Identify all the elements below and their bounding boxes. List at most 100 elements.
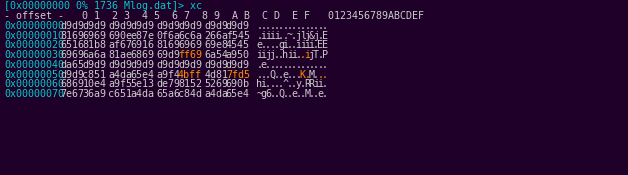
Text: .: . [269,79,275,89]
Text: 6969: 6969 [82,31,106,41]
Text: 0x00000010: 0x00000010 [4,31,64,41]
Text: .: . [322,21,328,31]
Text: .: . [322,89,328,99]
Text: .: . [274,70,279,80]
Text: .: . [313,21,319,31]
Text: .: . [287,70,293,80]
Text: 65e4: 65e4 [226,89,250,99]
Text: .: . [287,60,293,70]
Text: a4da: a4da [109,70,133,80]
Text: .: . [274,21,279,31]
Text: .: . [269,40,275,50]
Text: i: i [283,40,288,50]
Text: .: . [274,79,279,89]
Text: .: . [278,60,284,70]
Text: 0x00000050: 0x00000050 [4,70,64,80]
Text: d9d9: d9d9 [226,60,250,70]
Text: i: i [308,40,315,50]
Text: .: . [322,60,328,70]
Text: .: . [295,70,301,80]
Text: 0x00000030: 0x00000030 [4,50,64,60]
Text: 81b8: 81b8 [82,40,106,50]
Text: y: y [295,79,301,89]
Text: d9d9: d9d9 [204,60,228,70]
Text: ~: ~ [256,89,263,99]
Text: E: E [322,40,328,50]
Text: d9d9: d9d9 [82,60,106,70]
Text: .: . [308,89,315,99]
Text: j: j [304,31,310,41]
Text: i: i [287,50,293,60]
Text: e: e [283,70,288,80]
Text: .: . [291,79,297,89]
Text: Q: Q [269,70,275,80]
Text: 0x00000040: 0x00000040 [4,60,64,70]
Text: da65: da65 [60,60,85,70]
Text: .: . [317,70,323,80]
Text: 65a6: 65a6 [156,89,180,99]
Text: a4da: a4da [130,89,154,99]
Text: i: i [304,50,310,60]
Text: 0x00000000: 0x00000000 [4,21,64,31]
Text: 0x00000020: 0x00000020 [4,40,64,50]
Text: d9d9: d9d9 [178,60,202,70]
Text: P: P [322,50,328,60]
Text: K: K [300,70,306,80]
Text: ff69: ff69 [178,50,202,60]
Text: .: . [300,79,306,89]
Text: 6: 6 [265,89,271,99]
Text: .: . [256,21,263,31]
Text: e: e [291,89,297,99]
Text: d9d9: d9d9 [156,60,180,70]
Text: .: . [278,31,284,41]
Text: j: j [313,31,319,41]
Text: .: . [269,89,275,99]
Text: af67: af67 [109,40,133,50]
Text: d9d9: d9d9 [178,21,202,31]
Text: .: . [256,60,263,70]
Text: i: i [269,31,275,41]
Text: E: E [317,40,323,50]
Text: 6969: 6969 [178,40,202,50]
Text: f545: f545 [226,31,250,41]
Text: 65e4: 65e4 [130,70,154,80]
Text: 690e: 690e [109,31,133,41]
Text: .: . [274,60,279,70]
Text: 6869: 6869 [130,50,154,60]
Text: d9d9: d9d9 [60,70,85,80]
Text: j: j [265,50,271,60]
Text: d9d9: d9d9 [109,21,133,31]
Text: .: . [261,70,267,80]
Text: T: T [313,50,319,60]
Text: 0x00000060: 0x00000060 [4,79,64,89]
Text: .: . [313,89,319,99]
Text: 8169: 8169 [156,40,180,50]
Text: g: g [278,40,284,50]
Text: .: . [283,89,288,99]
Text: 5269: 5269 [204,79,228,89]
Text: .: . [261,40,267,50]
Text: .: . [313,70,319,80]
Text: 6c6a: 6c6a [178,31,202,41]
Text: i: i [256,50,263,60]
Text: c84d: c84d [178,89,202,99]
Text: j: j [295,31,301,41]
Text: .: . [304,70,310,80]
Text: i: i [265,31,271,41]
Text: 4bff: 4bff [178,70,202,80]
Text: e: e [261,60,267,70]
Text: i: i [295,40,301,50]
Text: .: . [308,21,315,31]
Text: 8169: 8169 [60,31,85,41]
Text: d9d9: d9d9 [204,21,228,31]
Text: .: . [265,21,271,31]
Text: e87e: e87e [130,31,154,41]
Text: e: e [317,89,323,99]
Text: .: . [317,31,323,41]
Text: i: i [317,79,323,89]
Text: 10e4: 10e4 [82,79,106,89]
Text: E: E [322,31,328,41]
Text: .: . [291,31,297,41]
Text: a9f4: a9f4 [156,70,180,80]
Text: 5e13: 5e13 [130,79,154,89]
